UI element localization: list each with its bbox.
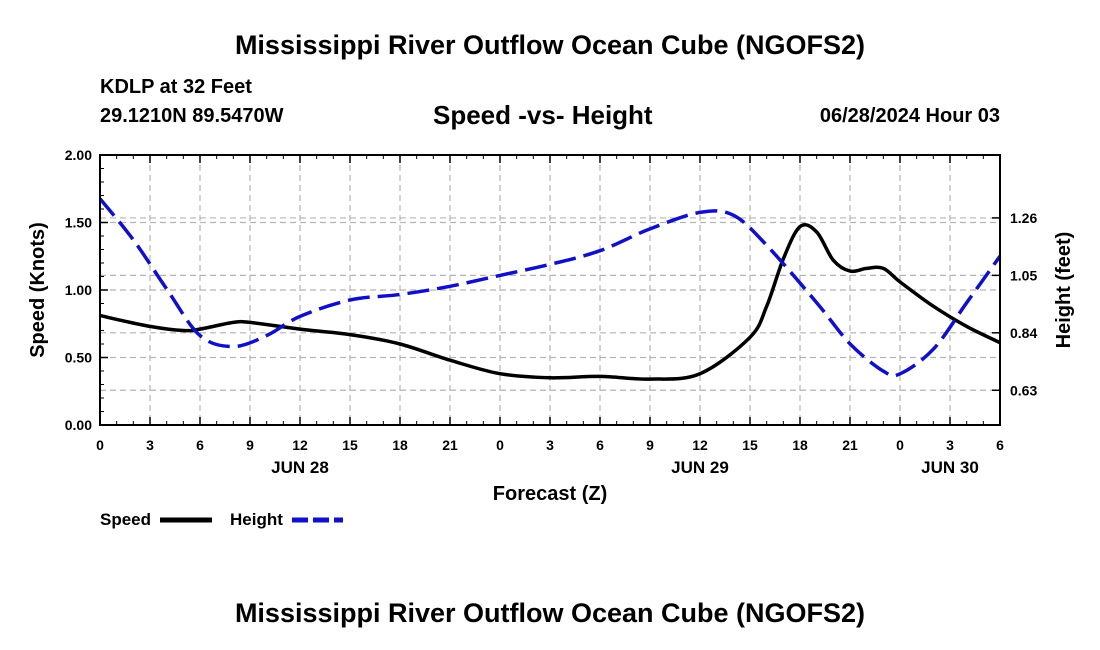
axis-ticks <box>99 154 1001 426</box>
y-axis-title: Speed (Knots) <box>27 222 49 358</box>
x-axis-title: Forecast (Z) <box>493 483 607 505</box>
x-tick-label: 15 <box>342 437 358 453</box>
main-title: Mississippi River Outflow Ocean Cube (NG… <box>234 30 866 60</box>
legend: Speed Height <box>100 510 343 529</box>
x-tick-label: 6 <box>996 437 1004 453</box>
chart-subtitle: Speed -vs- Height <box>433 100 653 130</box>
series-line-height <box>98 197 1002 378</box>
y2-tick-label: 0.63 <box>1010 382 1037 398</box>
x-tick-label: 18 <box>792 437 808 453</box>
date-label: JUN 30 <box>921 458 979 477</box>
x-tick-label: 21 <box>842 437 858 453</box>
x-tick-label: 9 <box>646 437 654 453</box>
date-label: JUN 28 <box>271 458 329 477</box>
x-tick-label: 6 <box>596 437 604 453</box>
x-tick-label: 3 <box>946 437 954 453</box>
x-tick-label: 0 <box>896 437 904 453</box>
station-label: KDLP at 32 Feet <box>100 76 252 98</box>
coordinates-label: 29.1210N 89.5470W <box>100 105 284 127</box>
x-tick-label: 6 <box>196 437 204 453</box>
x-tick-label: 9 <box>246 437 254 453</box>
y2-tick-label: 1.26 <box>1010 210 1037 226</box>
y-tick-label: 1.50 <box>65 215 92 231</box>
x-tick-label: 0 <box>496 437 504 453</box>
grid <box>100 155 1000 425</box>
x-tick-label: 18 <box>392 437 408 453</box>
y2-tick-label: 1.05 <box>1010 267 1037 283</box>
axis-labels: 0 3 6 9 12 15 18 21 0 3 6 9 12 15 18 21 0 3 6 JUN 28 JUN 29 J… <box>65 147 1038 477</box>
legend-label-speed: Speed <box>100 510 151 529</box>
y-tick-label: 2.00 <box>65 147 92 163</box>
y2-tick-label: 0.84 <box>1010 325 1037 341</box>
forecast-timestamp: 06/28/2024 Hour 03 <box>819 105 1000 127</box>
series-lines <box>98 197 1002 381</box>
x-tick-label: 3 <box>146 437 154 453</box>
x-tick-label: 21 <box>442 437 458 453</box>
x-tick-label: 15 <box>742 437 758 453</box>
y-tick-label: 0.50 <box>65 350 92 366</box>
x-tick-label: 0 <box>96 437 104 453</box>
series-line-speed <box>99 222 1001 381</box>
legend-label-height: Height <box>230 510 283 529</box>
y-tick-label: 1.00 <box>65 282 92 298</box>
date-label: JUN 29 <box>671 458 729 477</box>
x-tick-label: 12 <box>692 437 708 453</box>
y2-axis-title: Height (feet) <box>1053 232 1075 349</box>
x-tick-label: 12 <box>292 437 308 453</box>
footer-title: Mississippi River Outflow Ocean Cube (NG… <box>234 598 866 628</box>
y-tick-label: 0.00 <box>65 417 92 433</box>
x-tick-label: 3 <box>546 437 554 453</box>
